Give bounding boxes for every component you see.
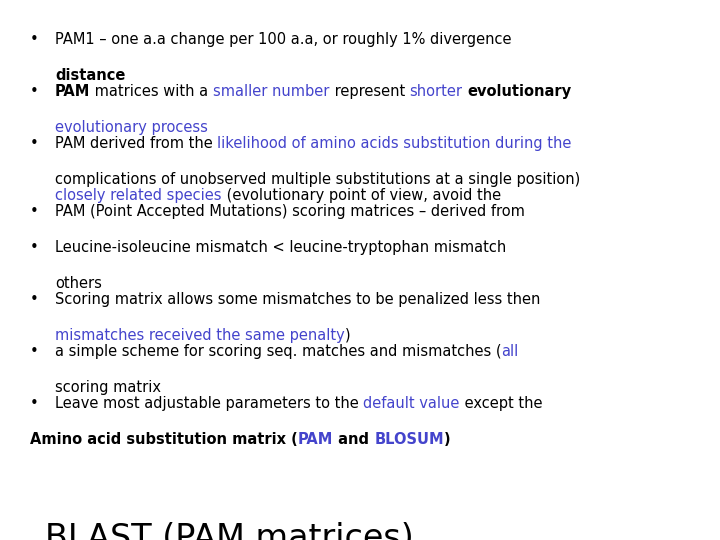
Text: PAM1 – one a.a change per 100 a.a, or roughly 1% divergence: PAM1 – one a.a change per 100 a.a, or ro… [55, 32, 511, 47]
Text: others: others [55, 276, 102, 291]
Text: likelihood of amino acids substitution during the: likelihood of amino acids substitution d… [217, 136, 572, 151]
Text: Leave most adjustable parameters to the: Leave most adjustable parameters to the [55, 396, 364, 411]
Text: Leucine-isoleucine mismatch < leucine-tryptophan mismatch: Leucine-isoleucine mismatch < leucine-tr… [55, 240, 506, 255]
Text: complications of unobserved multiple substitutions at a single position): complications of unobserved multiple sub… [55, 172, 580, 187]
Text: PAM derived from the: PAM derived from the [55, 136, 217, 151]
Text: •: • [30, 396, 39, 411]
Text: matrices with a: matrices with a [91, 84, 213, 99]
Text: ): ) [345, 328, 351, 343]
Text: (evolutionary point of view, avoid the: (evolutionary point of view, avoid the [222, 188, 500, 203]
Text: PAM (Point Accepted Mutations) scoring matrices – derived from: PAM (Point Accepted Mutations) scoring m… [55, 204, 525, 219]
Text: BLOSUM: BLOSUM [374, 432, 444, 447]
Text: •: • [30, 84, 39, 99]
Text: Amino acid substitution matrix (: Amino acid substitution matrix ( [30, 432, 298, 447]
Text: BLAST (PAM matrices): BLAST (PAM matrices) [45, 522, 414, 540]
Text: distance: distance [55, 68, 125, 83]
Text: •: • [30, 240, 39, 255]
Text: all: all [502, 344, 519, 359]
Text: smaller number: smaller number [213, 84, 330, 99]
Text: shorter: shorter [410, 84, 462, 99]
Text: represent: represent [330, 84, 410, 99]
Text: scoring matrix: scoring matrix [55, 380, 161, 395]
Text: PAM: PAM [298, 432, 333, 447]
Text: •: • [30, 344, 39, 359]
Text: default value: default value [364, 396, 460, 411]
Text: except the: except the [460, 396, 542, 411]
Text: a simple scheme for scoring seq. matches and mismatches (: a simple scheme for scoring seq. matches… [55, 344, 502, 359]
Text: •: • [30, 32, 39, 47]
Text: closely related species: closely related species [55, 188, 222, 203]
Text: and: and [333, 432, 374, 447]
Text: •: • [30, 292, 39, 307]
Text: evolutionary process: evolutionary process [55, 120, 208, 135]
Text: •: • [30, 136, 39, 151]
Text: •: • [30, 204, 39, 219]
Text: evolutionary: evolutionary [467, 84, 571, 99]
Text: ): ) [444, 432, 451, 447]
Text: PAM: PAM [55, 84, 91, 99]
Text: mismatches received the same penalty: mismatches received the same penalty [55, 328, 345, 343]
Text: Scoring matrix allows some mismatches to be penalized less then: Scoring matrix allows some mismatches to… [55, 292, 541, 307]
